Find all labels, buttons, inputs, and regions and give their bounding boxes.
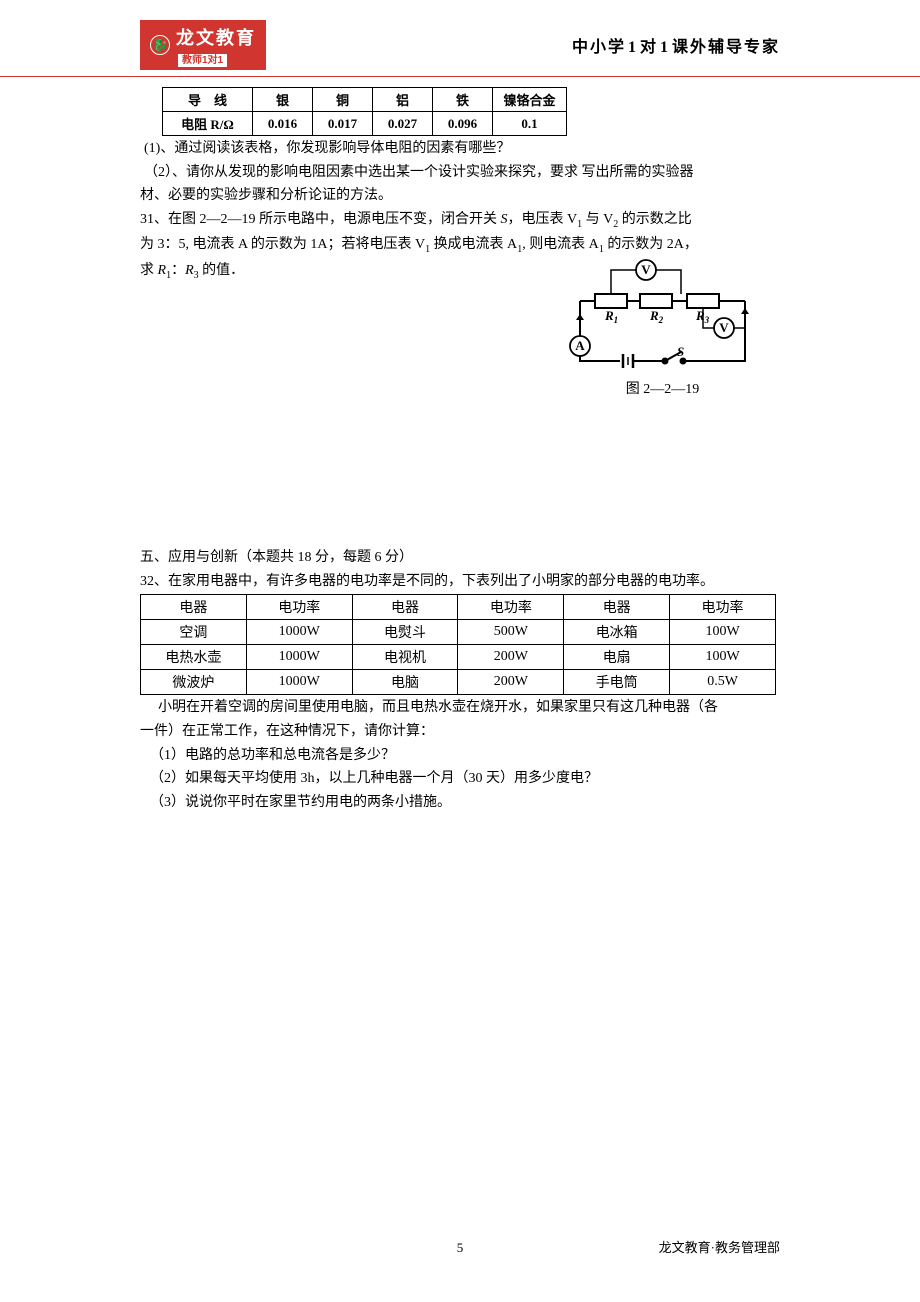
cell: 铝 bbox=[373, 88, 433, 112]
section5-title: 五、应用与创新（本题共 18 分，每题 6 分） bbox=[140, 547, 780, 569]
q31-l1d: 的示数之比 bbox=[618, 212, 692, 227]
table-row: 电阻 R/Ω 0.016 0.017 0.027 0.096 0.1 bbox=[163, 112, 567, 136]
cell: 手电筒 bbox=[564, 670, 670, 695]
page-header: 🐉 龙文教育 教师1对1 中小学 1 对 1 课外辅导专家 bbox=[0, 0, 920, 77]
q31-l3b: ： bbox=[171, 263, 185, 278]
q31-l2b: 换成电流表 A bbox=[430, 237, 517, 252]
table-row: 导 线 银 铜 铝 铁 镍铬合金 bbox=[163, 88, 567, 112]
logo-main: 龙文教育 bbox=[176, 24, 256, 50]
logo: 🐉 龙文教育 教师1对1 bbox=[140, 20, 266, 70]
q31-l2d: 的示数为 2A， bbox=[604, 237, 698, 252]
q32-intro: 32、在家用电器中，有许多电器的电功率是不同的，下表列出了小明家的部分电器的电功… bbox=[140, 571, 780, 593]
cell: 0.096 bbox=[433, 112, 493, 136]
q32-3: （3）说说你平时在家里节约用电的两条小措施。 bbox=[140, 792, 780, 814]
table-row: 空调 1000W 电熨斗 500W 电冰箱 100W bbox=[141, 620, 776, 645]
q31-l2c: , 则电流表 A bbox=[522, 237, 599, 252]
table-row: 电热水壶 1000W 电视机 200W 电扇 100W bbox=[141, 645, 776, 670]
cell: 200W bbox=[458, 645, 564, 670]
s-label: S bbox=[677, 344, 684, 359]
cell: 0.5W bbox=[670, 670, 776, 695]
cell: 电器 bbox=[352, 595, 458, 620]
circuit-svg: V V A S R1 R2 R3 bbox=[565, 256, 760, 376]
q31-l1c: 与 V bbox=[582, 212, 613, 227]
cell: 200W bbox=[458, 670, 564, 695]
appliance-table: 电器 电功率 电器 电功率 电器 电功率 空调 1000W 电熨斗 500W 电… bbox=[140, 594, 776, 695]
cell: 电扇 bbox=[564, 645, 670, 670]
v-top-label: V bbox=[641, 262, 651, 277]
a-label: A bbox=[575, 338, 585, 353]
q31-S: S bbox=[501, 212, 508, 227]
q31-R3: R bbox=[185, 263, 194, 278]
v-right-label: V bbox=[719, 320, 729, 335]
cell: 1000W bbox=[246, 620, 352, 645]
q31-l2a: 为 3：5, 电流表 A 的示数为 1A；若将电压表 V bbox=[140, 237, 425, 252]
figure-label: 图 2—2—19 bbox=[555, 378, 770, 398]
section-5: 五、应用与创新（本题共 18 分，每题 6 分） 32、在家用电器中，有许多电器… bbox=[140, 547, 780, 814]
header-tagline: 中小学 1 对 1 课外辅导专家 bbox=[572, 33, 780, 57]
q31-l3c: 的值． bbox=[199, 263, 245, 278]
cell: 铜 bbox=[313, 88, 373, 112]
r1-label: R1 bbox=[604, 308, 618, 325]
cell: 500W bbox=[458, 620, 564, 645]
q31-l1a: 31、在图 2—2—19 所示电路中，电源电压不变，闭合开关 bbox=[140, 212, 501, 227]
r3-label: R3 bbox=[695, 308, 710, 325]
cell: 电器 bbox=[564, 595, 670, 620]
cell: 电功率 bbox=[458, 595, 564, 620]
cell: 1000W bbox=[246, 670, 352, 695]
cell: 1000W bbox=[246, 645, 352, 670]
cell: 0.017 bbox=[313, 112, 373, 136]
q32-1: （1）电路的总功率和总电流各是多少？ bbox=[140, 745, 780, 767]
cell: 电器 bbox=[141, 595, 247, 620]
q31-l3a: 求 bbox=[140, 263, 158, 278]
cell: 100W bbox=[670, 620, 776, 645]
q31-R1: R bbox=[158, 263, 167, 278]
cell: 微波炉 bbox=[141, 670, 247, 695]
q31-line1: 31、在图 2—2—19 所示电路中，电源电压不变，闭合开关 S，电压表 V1 … bbox=[140, 209, 780, 232]
cell: 银 bbox=[253, 88, 313, 112]
footer: 龙文教育·教务管理部 bbox=[0, 1237, 920, 1256]
circuit-figure: V V A S R1 R2 R3 图 2—2—19 bbox=[555, 256, 770, 398]
cell: 100W bbox=[670, 645, 776, 670]
cell: 镍铬合金 bbox=[493, 88, 567, 112]
q31-l1b: ，电压表 V bbox=[508, 212, 578, 227]
footer-right: 龙文教育·教务管理部 bbox=[659, 1237, 780, 1256]
q30-line1: (1)、通过阅读该表格，你发现影响导体电阻的因素有哪些？ bbox=[140, 138, 780, 160]
logo-text-wrap: 龙文教育 教师1对1 bbox=[176, 24, 256, 66]
cell: 导 线 bbox=[163, 88, 253, 112]
dragon-icon: 🐉 bbox=[150, 35, 170, 55]
cell: 0.027 bbox=[373, 112, 433, 136]
cell: 电热水壶 bbox=[141, 645, 247, 670]
cell: 0.016 bbox=[253, 112, 313, 136]
tagline-one-a: 1 bbox=[628, 39, 638, 57]
tagline-one-b: 1 bbox=[660, 39, 670, 57]
content: 导 线 银 铜 铝 铁 镍铬合金 电阻 R/Ω 0.016 0.017 0.02… bbox=[0, 77, 920, 814]
q30-line2: （2）、请你从发现的影响电阻因素中选出某一个设计实验来探究，要求 写出所需的实验… bbox=[140, 162, 780, 184]
cell: 电脑 bbox=[352, 670, 458, 695]
q32-2: （2）如果每天平均使用 3h，以上几种电器一个月（30 天）用多少度电？ bbox=[140, 768, 780, 790]
cell: 铁 bbox=[433, 88, 493, 112]
table-row: 微波炉 1000W 电脑 200W 手电筒 0.5W bbox=[141, 670, 776, 695]
cell: 电视机 bbox=[352, 645, 458, 670]
cell: 电阻 R/Ω bbox=[163, 112, 253, 136]
cell: 0.1 bbox=[493, 112, 567, 136]
tagline-prefix: 中小学 bbox=[572, 33, 626, 57]
cell: 电功率 bbox=[246, 595, 352, 620]
cell: 电冰箱 bbox=[564, 620, 670, 645]
cell: 电功率 bbox=[670, 595, 776, 620]
q32-after1: 小明在开着空调的房间里使用电脑，而且电热水壶在烧开水，如果家里只有这几种电器（各 bbox=[140, 697, 780, 719]
q31-line2: 为 3：5, 电流表 A 的示数为 1A；若将电压表 V1 换成电流表 A1, … bbox=[140, 234, 780, 257]
r2-label: R2 bbox=[649, 308, 664, 325]
resistance-table: 导 线 银 铜 铝 铁 镍铬合金 电阻 R/Ω 0.016 0.017 0.02… bbox=[162, 87, 567, 136]
cell: 电熨斗 bbox=[352, 620, 458, 645]
tagline-suffix: 课外辅导专家 bbox=[672, 33, 780, 57]
tagline-dui: 对 bbox=[640, 33, 658, 57]
cell: 空调 bbox=[141, 620, 247, 645]
logo-sub: 教师1对1 bbox=[178, 54, 227, 67]
table-row: 电器 电功率 电器 电功率 电器 电功率 bbox=[141, 595, 776, 620]
q32-after2: 一件）在正常工作，在这种情况下，请你计算： bbox=[140, 721, 780, 743]
q30-line3: 材、必要的实验步骤和分析论证的方法。 bbox=[140, 185, 780, 207]
